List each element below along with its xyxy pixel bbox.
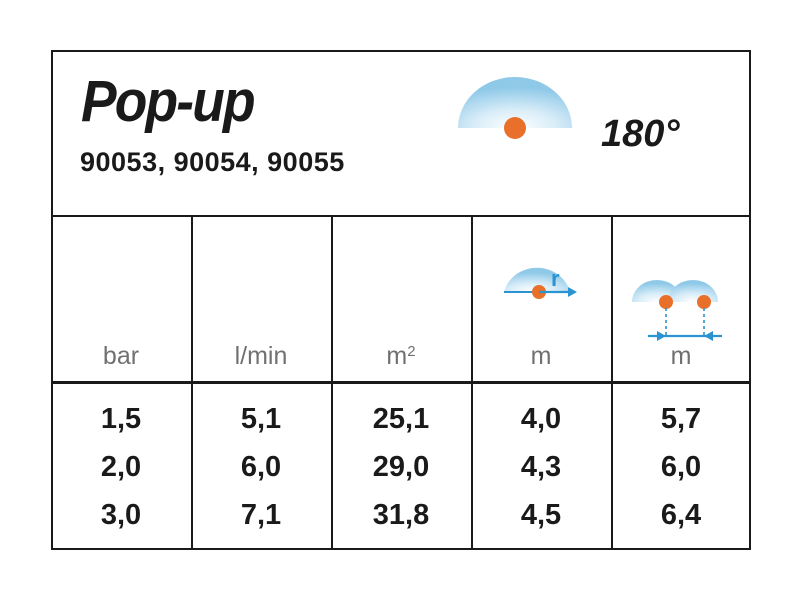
svg-text:r: r: [551, 266, 560, 291]
